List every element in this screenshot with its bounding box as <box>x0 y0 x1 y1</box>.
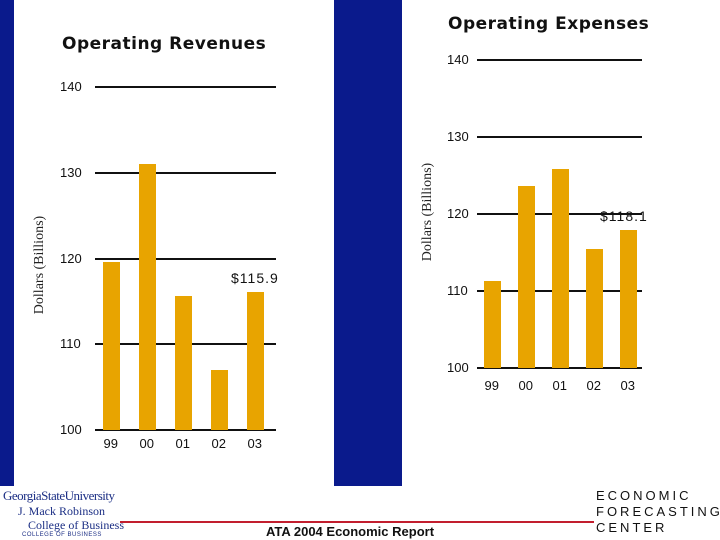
revenues-x-tick-label: 02 <box>211 436 226 451</box>
expenses-x-tick-label: 02 <box>586 378 601 393</box>
footer <box>0 486 720 540</box>
revenues-bar <box>211 369 228 430</box>
revenues-y-tick-label: 100 <box>60 422 82 437</box>
expenses-bar <box>552 169 569 368</box>
revenues-value-annotation: $115.9 <box>231 269 279 286</box>
expenses-y-tick-label: 110 <box>447 283 468 298</box>
expenses-y-axis-label: Dollars (Billions) <box>420 162 436 262</box>
revenues-chart-title: Operating Revenues <box>62 34 267 54</box>
gsu-logo-line3: College of Business <box>28 518 124 532</box>
gsu-logo: GeorgiaStateUniversity J. Mack Robinson … <box>0 486 124 540</box>
revenues-bar <box>175 296 192 430</box>
expenses-bar <box>586 249 603 368</box>
revenues-gridline <box>95 429 276 431</box>
revenues-gridline <box>95 257 276 260</box>
revenues-x-tick-label: 01 <box>175 436 190 451</box>
expenses-x-tick-label: 01 <box>552 378 567 393</box>
efc-logo-line1: ECONOMIC <box>596 488 692 503</box>
revenues-y-axis-label: Dollars (Billions) <box>32 215 48 315</box>
gsu-logo-line2: J. Mack Robinson <box>18 504 105 518</box>
revenues-x-tick-label: 03 <box>247 436 262 451</box>
revenues-y-tick-label: 110 <box>60 336 81 352</box>
gsu-logo-line1: GeorgiaStateUniversity <box>3 488 115 503</box>
revenues-x-tick-label: 99 <box>103 436 118 451</box>
expenses-gridline <box>477 136 642 138</box>
revenues-bar <box>247 291 264 430</box>
revenues-gridline <box>95 171 276 174</box>
revenues-x-tick-label: 00 <box>139 436 154 451</box>
efc-logo: ECONOMIC FORECASTING CENTER <box>594 486 720 540</box>
revenues-y-tick-label: 140 <box>60 79 82 94</box>
revenues-bar <box>103 261 120 430</box>
revenues-panel <box>14 0 334 486</box>
expenses-y-tick-label: 130 <box>447 129 469 144</box>
expenses-x-tick-label: 00 <box>518 378 533 393</box>
revenues-bar <box>139 164 156 430</box>
footer-title: ATA 2004 Economic Report <box>265 524 435 539</box>
expenses-gridline <box>477 59 642 61</box>
expenses-value-annotation: $118.1 <box>600 208 648 225</box>
revenues-y-tick-label: 120 <box>60 250 82 266</box>
expenses-bar <box>484 280 501 368</box>
expenses-bar <box>518 186 535 368</box>
gsu-logo-line4: COLLEGE OF BUSINESS <box>22 532 102 538</box>
expenses-y-tick-label: 140 <box>447 52 469 67</box>
expenses-y-tick-label: 120 <box>447 206 469 221</box>
revenues-gridline <box>95 86 276 88</box>
revenues-y-tick-label: 130 <box>60 164 82 180</box>
expenses-chart-title: Operating Expenses <box>448 14 650 34</box>
expenses-x-tick-label: 03 <box>620 378 635 393</box>
expenses-bar <box>620 230 637 368</box>
expenses-gridline <box>477 367 642 369</box>
footer-divider <box>120 521 594 523</box>
efc-logo-line2: FORECASTING <box>596 504 720 519</box>
expenses-y-tick-label: 100 <box>447 360 469 375</box>
efc-logo-line3: CENTER <box>596 520 668 535</box>
expenses-x-tick-label: 99 <box>484 378 499 393</box>
